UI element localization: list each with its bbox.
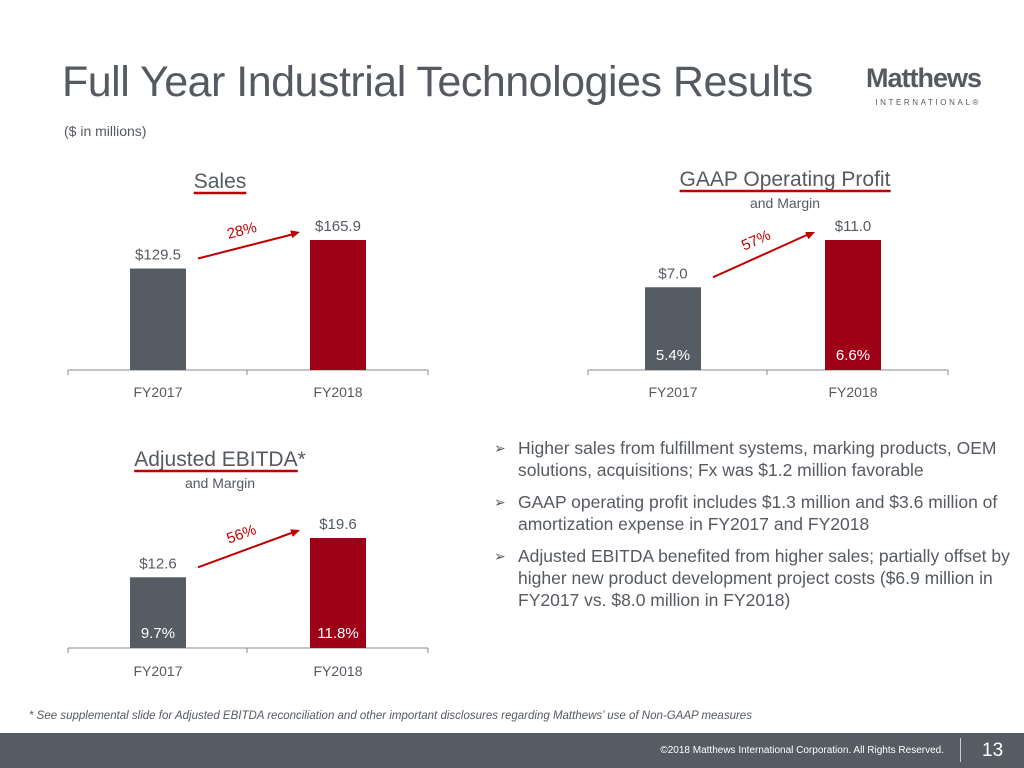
chart-svg: Adjusted EBITDA* and Margin $12.6 9.7% FY201…	[67, 448, 429, 679]
bar-fy2017	[645, 287, 701, 370]
value-label: $129.5	[135, 247, 181, 264]
units-note: ($ in millions)	[64, 123, 147, 139]
bar-fy2017	[130, 577, 186, 648]
gaap-operating-profit-chart: GAAP Operating Profit and Margin $7.0 5.4% F…	[580, 160, 960, 410]
category-label: FY2018	[828, 384, 877, 400]
copyright-text: ©2018 Matthews International Corporation…	[660, 745, 944, 756]
growth-label: 28%	[225, 219, 258, 243]
chart-svg: Sales $129.5 FY2017 $165.9 FY2018 28%	[67, 170, 429, 400]
chart-title: GAAP Operating Profit	[680, 168, 891, 191]
value-label: $165.9	[315, 218, 361, 235]
growth-label: 57%	[739, 227, 773, 255]
footer-bar: ©2018 Matthews International Corporation…	[0, 733, 1024, 768]
category-label: FY2018	[313, 663, 362, 679]
margin-label: 9.7%	[141, 625, 175, 642]
bar-fy2018	[825, 240, 881, 370]
bullet-text: Higher sales from fulfillment systems, m…	[518, 438, 997, 480]
bullet-text: Adjusted EBITDA benefited from higher sa…	[518, 546, 1010, 610]
page-number: 13	[982, 740, 1004, 761]
chart-subtitle: and Margin	[750, 195, 820, 211]
category-label: FY2017	[133, 663, 182, 679]
margin-label: 5.4%	[656, 347, 690, 364]
arrow-bullet-icon: ➢	[494, 440, 506, 456]
bullet-item: ➢ Higher sales from fulfillment systems, …	[494, 437, 1019, 481]
value-label: $12.6	[139, 555, 177, 572]
margin-label: 11.8%	[317, 625, 358, 642]
chart-svg: GAAP Operating Profit and Margin $7.0 5.4% F…	[587, 168, 949, 400]
bullet-item: ➢ GAAP operating profit includes $1.3 mil…	[494, 491, 1019, 535]
bullet-list: ➢ Higher sales from fulfillment systems, …	[494, 437, 1019, 621]
chart-title: Adjusted EBITDA*	[134, 448, 306, 471]
growth-label: 56%	[224, 521, 258, 547]
arrow-head-icon	[290, 529, 300, 537]
growth-arrow	[197, 233, 295, 260]
category-label: FY2017	[133, 384, 182, 400]
footer-divider	[960, 738, 961, 762]
bullet-item: ➢ Adjusted EBITDA benefited from higher s…	[494, 545, 1019, 611]
arrow-head-icon	[805, 231, 815, 240]
growth-arrow	[712, 233, 810, 279]
adjusted-ebitda-chart: Adjusted EBITDA* and Margin $12.6 9.7% FY201…	[60, 430, 440, 700]
value-label: $11.0	[835, 218, 871, 235]
arrow-bullet-icon: ➢	[494, 548, 506, 564]
value-label: $19.6	[319, 516, 357, 533]
bar-fy2018	[310, 538, 366, 648]
footnote: * See supplemental slide for Adjusted EB…	[29, 710, 752, 722]
growth-arrow	[197, 531, 295, 569]
arrow-bullet-icon: ➢	[494, 494, 506, 510]
arrow-head-icon	[290, 230, 300, 239]
value-label: $7.0	[658, 265, 687, 282]
category-label: FY2018	[313, 384, 362, 400]
slide-title: Full Year Industrial Technologies Result…	[62, 58, 813, 106]
chart-title: Sales	[194, 170, 247, 193]
sales-chart: Sales $129.5 FY2017 $165.9 FY2018 28%	[60, 160, 440, 410]
category-label: FY2017	[648, 384, 697, 400]
bar-fy2017	[130, 268, 186, 370]
margin-label: 6.6%	[836, 347, 870, 364]
bullet-text: GAAP operating profit includes $1.3 mill…	[518, 492, 998, 534]
bar-fy2018	[310, 240, 366, 370]
logo-subtitle: INTERNATIONAL®	[875, 98, 981, 107]
matthews-logo: Matthews INTERNATIONAL®	[853, 63, 982, 107]
chart-subtitle: and Margin	[185, 475, 255, 491]
logo-wordmark: Matthews	[865, 63, 982, 93]
